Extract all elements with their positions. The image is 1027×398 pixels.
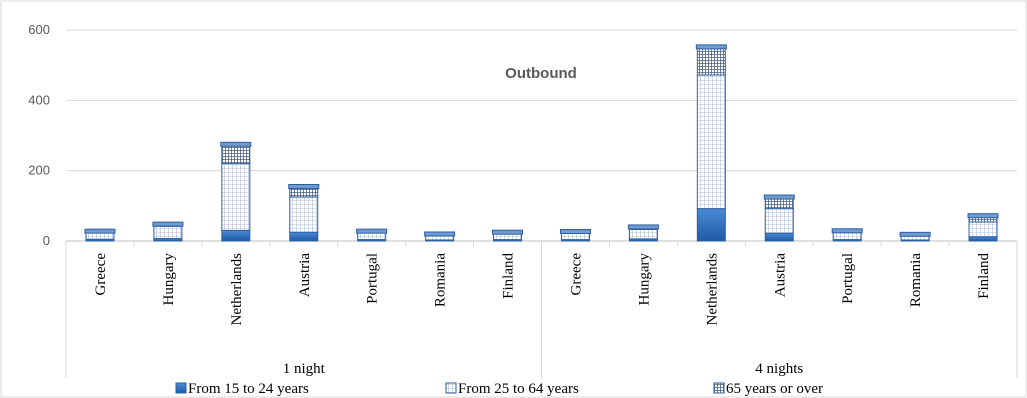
- category-label: Finland: [501, 253, 517, 299]
- bar-segment: [221, 229, 251, 242]
- bar-cap: [559, 229, 591, 235]
- bar-cap: [356, 228, 388, 234]
- bar-cap: [627, 224, 659, 230]
- category-label: Romania: [433, 253, 449, 307]
- bars: [84, 44, 999, 242]
- bar-segment: [221, 163, 251, 231]
- category-label: Portugal: [840, 253, 856, 304]
- legend-swatch: [175, 382, 187, 394]
- category-label: Greece: [93, 253, 109, 296]
- bar-segment: [696, 46, 726, 76]
- y-tick-label: 200: [28, 163, 50, 178]
- bar-cap: [831, 228, 863, 234]
- legend-label: From 15 to 24 years: [188, 381, 309, 397]
- bar-segment: [493, 233, 523, 241]
- category-label: Austria: [772, 253, 788, 298]
- bar-segment: [153, 225, 183, 240]
- bar-segment: [696, 74, 726, 210]
- bar-cap: [84, 228, 116, 234]
- category-labels: 1 night 4 nights Greece Hungary Netherlands A…: [93, 253, 992, 377]
- legend-swatch: [713, 382, 725, 394]
- category-label: Netherlands: [704, 253, 720, 326]
- bar-cap: [899, 231, 931, 237]
- legend-label: From 25 to 64 years: [458, 381, 579, 397]
- bar-segment: [357, 232, 387, 241]
- bar-segment: [289, 231, 319, 242]
- bar-segment: [968, 221, 998, 238]
- legend-swatch: [445, 382, 457, 394]
- bar-cap: [695, 44, 727, 50]
- bar-cap: [492, 229, 524, 235]
- legend: From 15 to 24 years From 25 to 64 years 65…: [175, 381, 823, 397]
- bar-segment: [85, 232, 115, 240]
- group-label: 4 nights: [755, 361, 803, 377]
- category-label: Portugal: [365, 253, 381, 304]
- bar-segment: [221, 143, 251, 165]
- bar-cap: [967, 213, 999, 219]
- category-label: Netherlands: [229, 253, 245, 326]
- bar-cap: [152, 221, 184, 227]
- group-label: 1 night: [283, 361, 326, 377]
- y-tick-label: 400: [28, 92, 50, 107]
- bar-segment: [764, 208, 794, 234]
- category-label: Finland: [976, 253, 992, 299]
- category-label: Romania: [908, 253, 924, 307]
- category-label: Austria: [297, 253, 313, 298]
- category-label: Hungary: [636, 253, 652, 306]
- category-label: Greece: [568, 253, 584, 296]
- bar-segment: [968, 236, 998, 242]
- bar-segment: [696, 208, 726, 242]
- bar-cap: [288, 183, 320, 189]
- bar-cap: [220, 141, 252, 147]
- bar-cap: [763, 194, 795, 200]
- legend-label: 65 years or over: [726, 381, 823, 397]
- y-tick-label: 600: [28, 22, 50, 37]
- bar-segment: [764, 232, 794, 242]
- y-tick-label: 0: [43, 233, 50, 248]
- bar-segment: [832, 232, 862, 241]
- bar-segment: [628, 228, 658, 240]
- bar-cap: [424, 231, 456, 237]
- bar-segment: [289, 196, 319, 233]
- bar-segment: [560, 232, 590, 241]
- chart-title: Outbound: [505, 65, 577, 82]
- category-label: Hungary: [161, 253, 177, 306]
